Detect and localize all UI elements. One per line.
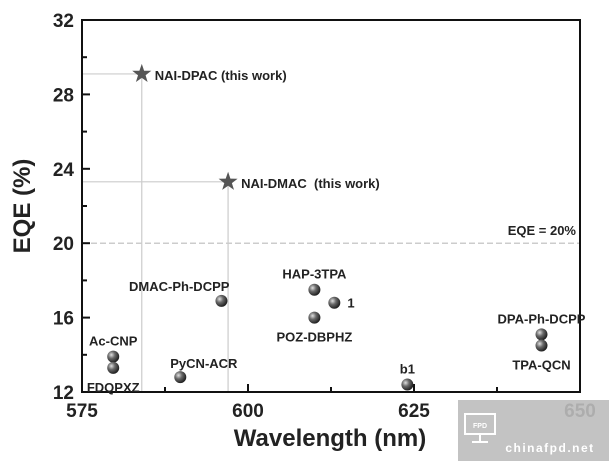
point-label: FDQPXZ bbox=[87, 380, 140, 395]
point-label: 1 bbox=[347, 296, 354, 311]
point-label: PyCN-ACR bbox=[170, 356, 238, 371]
sphere-marker bbox=[174, 371, 187, 384]
y-tick-label: 24 bbox=[53, 160, 75, 181]
point-label: NAI-DPAC (this work) bbox=[155, 68, 287, 83]
y-tick-label: 28 bbox=[53, 85, 74, 106]
reference-line-label: EQE = 20% bbox=[508, 223, 577, 238]
sphere-marker bbox=[328, 296, 341, 309]
sphere-marker bbox=[535, 328, 548, 341]
sphere-marker bbox=[308, 311, 321, 324]
y-tick-label: 16 bbox=[53, 309, 74, 330]
sphere-marker bbox=[535, 339, 548, 352]
x-tick-label: 625 bbox=[398, 401, 430, 422]
watermark: FPD chinafpd.net bbox=[458, 400, 609, 461]
sphere-marker bbox=[215, 294, 228, 307]
y-tick-label: 12 bbox=[53, 383, 74, 404]
sphere-marker bbox=[401, 378, 414, 391]
x-tick-label: 600 bbox=[232, 401, 264, 422]
point-label: NAI-DMAC (this work) bbox=[241, 176, 380, 191]
x-tick-label: 575 bbox=[66, 401, 98, 422]
point-label: b1 bbox=[400, 362, 415, 377]
point-label: TPA-QCN bbox=[512, 358, 570, 373]
y-tick-label: 32 bbox=[53, 11, 74, 32]
x-axis-title: Wavelength (nm) bbox=[234, 425, 426, 452]
point-label: HAP-3TPA bbox=[282, 267, 347, 282]
sphere-marker bbox=[107, 361, 120, 374]
y-axis-title: EQE (%) bbox=[9, 159, 36, 254]
star-marker bbox=[132, 63, 152, 82]
watermark-badge: FPD bbox=[473, 423, 487, 430]
point-label: DPA-Ph-DCPP bbox=[498, 311, 586, 326]
watermark-url: chinafpd.net bbox=[505, 441, 594, 455]
star-marker bbox=[218, 171, 238, 190]
point-label: DMAC-Ph-DCPP bbox=[129, 279, 230, 294]
y-tick-label: 20 bbox=[53, 234, 74, 255]
sphere-marker bbox=[107, 350, 120, 363]
point-label: Ac-CNP bbox=[89, 334, 138, 349]
sphere-marker bbox=[308, 283, 321, 296]
point-label: POZ-DBPHZ bbox=[276, 330, 352, 345]
